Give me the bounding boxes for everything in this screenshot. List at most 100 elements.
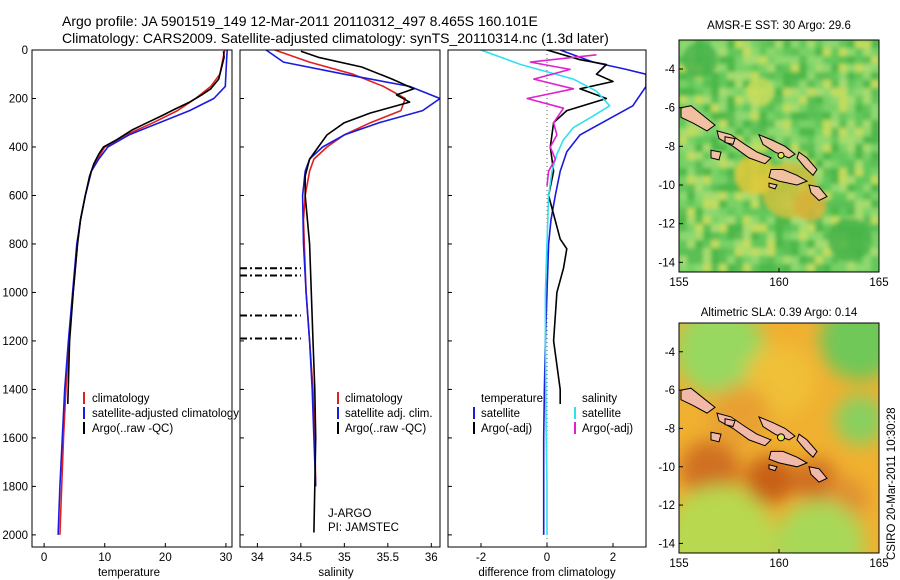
- sst-cell: [727, 256, 735, 264]
- sst-cell: [687, 184, 695, 192]
- sst-cell: [735, 224, 743, 232]
- map-y-tick-label: -14: [658, 538, 675, 550]
- sst-cell: [855, 48, 863, 56]
- salinity-y-tick-marks: [240, 49, 244, 536]
- sst-cell: [743, 80, 751, 88]
- sst-cell: [751, 112, 759, 120]
- sst-cell: [735, 216, 743, 224]
- sst-cell: [791, 224, 799, 232]
- sst-cell: [703, 208, 711, 216]
- sst-cell: [679, 64, 687, 72]
- sst-cell: [695, 264, 703, 272]
- sst-cell: [687, 232, 695, 240]
- x-tick-label: 34: [251, 552, 264, 564]
- sst-cell: [831, 88, 839, 96]
- island-outline: [724, 418, 736, 428]
- sst-cell: [783, 80, 791, 88]
- sst-cell: [855, 144, 863, 152]
- sst-cell: [783, 96, 791, 104]
- map-y-tick-label: -8: [665, 141, 675, 153]
- sst-cell: [687, 240, 695, 248]
- sst-cell: [791, 240, 799, 248]
- map-y-tick-label: -10: [658, 180, 675, 192]
- sst-cell: [823, 176, 831, 184]
- sst-cell: [759, 64, 767, 72]
- sst-cell: [711, 160, 719, 168]
- sst-cell: [703, 232, 711, 240]
- sst-cell: [831, 136, 839, 144]
- map-y-tick-label: -14: [658, 257, 675, 269]
- sst-cell: [863, 144, 871, 152]
- sst-cell: [711, 104, 719, 112]
- island-outline: [680, 387, 716, 414]
- sst-patch: [682, 42, 718, 78]
- sst-cell: [815, 96, 823, 104]
- sst-cell: [807, 48, 815, 56]
- sst-cell: [847, 264, 855, 272]
- sst-cell: [679, 96, 687, 104]
- sst-cell: [871, 56, 879, 64]
- sst-cell: [767, 248, 775, 256]
- sst-cell: [775, 128, 783, 136]
- sst-cell: [799, 248, 807, 256]
- sst-cell: [735, 56, 743, 64]
- sst-cell: [735, 208, 743, 216]
- sst-cell: [719, 192, 727, 200]
- sst-cell: [679, 192, 687, 200]
- sst-cell: [759, 48, 767, 56]
- sst-cell: [695, 192, 703, 200]
- sst-cell: [743, 136, 751, 144]
- sst-cell: [687, 264, 695, 272]
- sst-cell: [679, 208, 687, 216]
- sst-cell: [679, 88, 687, 96]
- sst-cell: [767, 40, 775, 48]
- sst-cell: [719, 128, 727, 136]
- sst-cell: [711, 256, 719, 264]
- sst-cell: [679, 232, 687, 240]
- sst-cell: [783, 72, 791, 80]
- difference-series: [480, 50, 646, 547]
- sst-cell: [727, 248, 735, 256]
- sst-cell: [815, 152, 823, 160]
- sst-cell: [799, 128, 807, 136]
- sst-cell: [791, 88, 799, 96]
- sst-cell: [791, 144, 799, 152]
- sst-cell: [863, 120, 871, 128]
- sst-cell: [743, 224, 751, 232]
- sst-cell: [687, 128, 695, 136]
- sst-cell: [799, 120, 807, 128]
- sst-cell: [711, 264, 719, 272]
- sst-cell: [751, 200, 759, 208]
- jargo-annotation: J-ARGO: [328, 508, 372, 520]
- sst-cell: [799, 64, 807, 72]
- sst-cell: [727, 64, 735, 72]
- header-line-2: Climatology: CARS2009. Satellite-adjuste…: [62, 30, 609, 46]
- sst-cell: [831, 40, 839, 48]
- series-climatology: [59, 50, 226, 535]
- island-outline: [808, 466, 828, 483]
- sst-cell: [751, 256, 759, 264]
- sst-cell: [807, 104, 815, 112]
- y-tick-label: 400: [9, 142, 28, 154]
- sst-cell: [871, 168, 879, 176]
- sst-cell: [719, 256, 727, 264]
- sst-cell: [815, 160, 823, 168]
- sst-cell: [775, 80, 783, 88]
- map-y-tick-label: -4: [665, 347, 676, 359]
- sst-cell: [679, 184, 687, 192]
- sst-cell: [695, 184, 703, 192]
- difference-panel: -2 0 2 difference from climatology tempera…: [447, 49, 647, 579]
- sst-cell: [831, 152, 839, 160]
- sst-cell: [759, 224, 767, 232]
- island-outline: [768, 169, 809, 186]
- sst-cell: [823, 88, 831, 96]
- sst-cell: [863, 40, 871, 48]
- sst-cell: [855, 208, 863, 216]
- sst-cell: [719, 104, 727, 112]
- sst-cell: [871, 224, 879, 232]
- sst-cell: [759, 256, 767, 264]
- sst-cell: [703, 256, 711, 264]
- sst-cell: [679, 248, 687, 256]
- sst-cell: [855, 120, 863, 128]
- sst-cell: [807, 136, 815, 144]
